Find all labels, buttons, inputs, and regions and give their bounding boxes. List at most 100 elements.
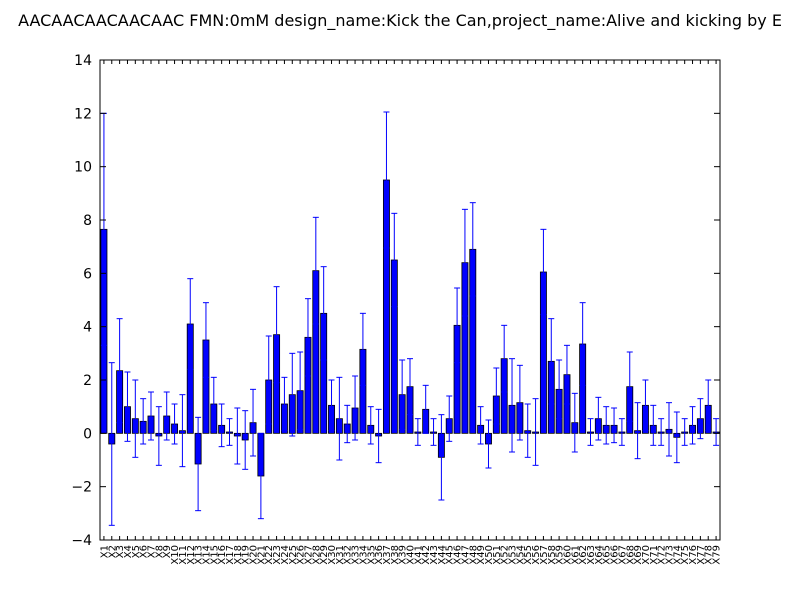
x-tick-label: X37: [382, 545, 393, 565]
error-bar-X4: [124, 371, 131, 442]
error-bar-X39: [399, 359, 406, 430]
error-bar-X47: [461, 208, 468, 317]
x-tick-label: X42: [421, 545, 432, 565]
x-tick-label: X3: [115, 545, 126, 558]
error-bar-X68: [626, 351, 633, 422]
error-bar-X31: [336, 376, 343, 461]
error-bar-X2: [108, 362, 115, 526]
error-bar-X14: [202, 302, 209, 378]
error-bar-X40: [407, 358, 413, 416]
error-bar-X75: [681, 418, 688, 446]
x-tick-label: X44: [437, 545, 448, 565]
x-tick-label: X78: [704, 545, 715, 565]
error-bar-X65: [603, 406, 610, 445]
error-bar-X41: [414, 418, 421, 446]
error-bars-layer: [100, 111, 720, 526]
x-tick-label: X36: [374, 545, 385, 565]
x-tick-label: X70: [641, 545, 652, 565]
x-tick-label: X24: [280, 545, 291, 565]
error-bar-X3: [116, 318, 123, 424]
x-tick-label: X55: [523, 545, 534, 565]
y-tick-label: 2: [83, 373, 92, 389]
x-tick-label: X45: [445, 545, 456, 565]
error-bar-X74: [673, 411, 680, 464]
x-tick-label: X34: [358, 545, 369, 565]
x-tick-label: X8: [154, 545, 165, 558]
x-tick-label: X16: [217, 545, 228, 565]
x-tick-label: X49: [476, 545, 487, 565]
x-tick-label: X40: [406, 545, 417, 565]
error-bar-X10: [171, 403, 178, 445]
x-tick-label: X65: [602, 545, 613, 565]
error-bar-X8: [155, 406, 162, 466]
x-tick-label: X23: [272, 545, 283, 565]
error-bar-X32: [344, 404, 351, 444]
x-tick-label: X67: [617, 545, 628, 565]
error-bar-X19: [242, 410, 249, 470]
x-tick-label: X71: [649, 545, 660, 565]
x-tick-label: X61: [570, 545, 581, 565]
x-tick-label: X15: [209, 545, 220, 565]
x-tick-label: X66: [610, 545, 621, 565]
x-tick-label: X79: [712, 545, 723, 565]
error-bar-X33: [352, 375, 359, 441]
error-bar-X15: [210, 376, 217, 432]
error-bar-X73: [665, 402, 672, 457]
y-tick-label: 14: [74, 53, 92, 69]
error-bar-X37: [383, 111, 390, 249]
x-tick-label: X7: [147, 545, 158, 558]
error-bar-X69: [634, 402, 641, 460]
error-bar-X57: [540, 228, 547, 316]
error-bar-X72: [658, 418, 665, 446]
x-tick-label: X21: [256, 545, 267, 565]
plot-frame: [99, 59, 721, 541]
error-bar-X48: [469, 202, 476, 297]
x-tick-label: X5: [131, 545, 142, 558]
error-bar-X67: [618, 418, 625, 446]
error-bar-X25: [289, 352, 296, 437]
error-bar-X51: [493, 367, 500, 425]
error-bar-X53: [509, 358, 516, 453]
x-tick-label: X22: [264, 545, 275, 565]
error-bar-X43: [430, 418, 437, 446]
x-tick-label: X19: [241, 545, 252, 565]
error-bar-X34: [359, 312, 366, 386]
x-tick-label: X13: [194, 545, 205, 565]
x-tick-label: X32: [343, 545, 354, 565]
error-bar-X18: [234, 407, 241, 465]
x-tick-label: X27: [303, 545, 314, 565]
error-bar-X7: [148, 391, 155, 441]
x-tick-label: X2: [107, 545, 118, 558]
error-bar-X36: [375, 408, 382, 464]
error-bar-X77: [697, 398, 704, 440]
error-bar-X64: [595, 396, 602, 441]
error-bar-X70: [642, 379, 649, 432]
error-bar-X29: [320, 266, 327, 361]
chart-title: AACAACAACAACAAC FMN:0mM design_name:Kick…: [18, 11, 782, 31]
x-tick-label: X60: [562, 545, 573, 565]
error-bar-X44: [438, 414, 445, 501]
error-bar-X35: [367, 406, 374, 445]
x-tick-label: X50: [484, 545, 495, 565]
bars-layer: [100, 179, 720, 477]
x-tick-label: X72: [657, 545, 668, 565]
x-tick-label: X1: [99, 545, 110, 558]
error-bar-X16: [218, 403, 225, 448]
x-tick-label: X56: [531, 545, 542, 565]
x-tick-label: X12: [186, 545, 197, 565]
x-tick-label: X53: [508, 545, 519, 565]
x-tick-label: X63: [586, 545, 597, 565]
y-tick-label: 0: [83, 426, 92, 442]
error-bar-X59: [556, 359, 563, 420]
x-tick-label: X20: [249, 545, 260, 565]
error-bar-X45: [446, 395, 453, 442]
x-tick-label: X48: [468, 545, 479, 565]
error-bar-X50: [485, 419, 492, 469]
x-tick-label: X75: [680, 545, 691, 565]
x-tick-label: X51: [492, 545, 503, 565]
x-tick-label: X35: [366, 545, 377, 565]
x-tick-label: X74: [672, 545, 683, 565]
x-tick-label: X68: [625, 545, 636, 565]
x-tick-label: X59: [555, 545, 566, 565]
error-bar-X11: [179, 394, 186, 468]
